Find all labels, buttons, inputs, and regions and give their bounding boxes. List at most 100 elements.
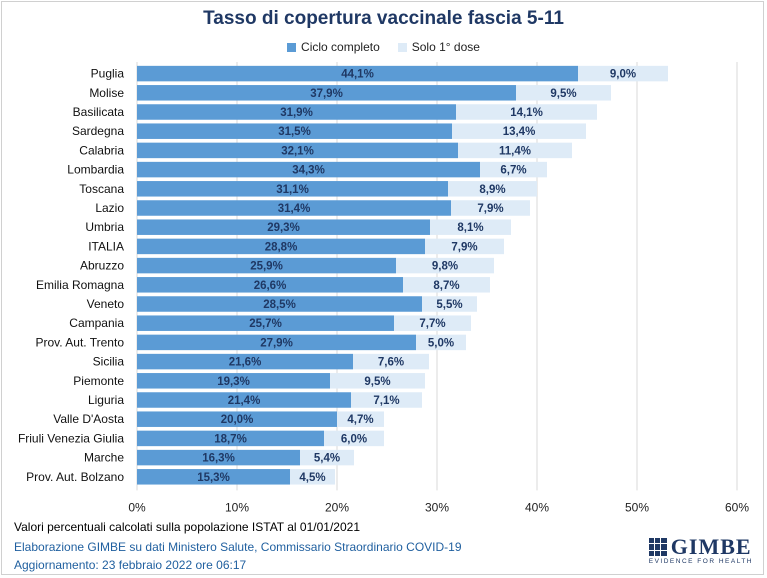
category-label: Campania — [69, 316, 124, 330]
data-label-ciclo-completo: 25,7% — [249, 318, 282, 330]
data-label-solo-prima-dose: 11,4% — [499, 145, 531, 157]
bar-solo-prima-dose — [290, 469, 335, 485]
data-label-solo-prima-dose: 6,7% — [500, 165, 526, 177]
bar-solo-prima-dose — [324, 430, 384, 447]
data-label-ciclo-completo: 34,3% — [292, 165, 325, 177]
bar-ciclo-completo — [137, 296, 422, 312]
category-label: Toscana — [79, 182, 124, 196]
bar-solo-prima-dose — [300, 449, 354, 466]
category-label: Abruzzo — [80, 259, 124, 273]
bar-solo-prima-dose — [425, 238, 504, 255]
x-tick-label: 10% — [225, 500, 249, 514]
chart-legend: Ciclo completo Solo 1° dose — [0, 40, 767, 54]
bar-ciclo-completo — [137, 181, 448, 197]
bar-ciclo-completo — [137, 238, 425, 255]
bar-ciclo-completo — [137, 411, 337, 427]
bar-solo-prima-dose — [480, 161, 547, 178]
footer-source: Elaborazione GIMBE su dati Ministero Sal… — [14, 540, 462, 554]
bar-solo-prima-dose — [448, 181, 537, 197]
data-label-solo-prima-dose: 7,1% — [373, 395, 399, 407]
bar-solo-prima-dose — [394, 315, 471, 331]
bar-chart: 0% 10% 20% 30% 40% 50% 60% Puglia 44,1% 9,0% Molis… — [18, 62, 749, 514]
bar-ciclo-completo — [137, 123, 452, 139]
data-label-ciclo-completo: 32,1% — [281, 145, 314, 157]
bar-ciclo-completo — [137, 257, 396, 274]
data-label-ciclo-completo: 19,3% — [217, 376, 250, 388]
data-label-ciclo-completo: 16,3% — [202, 453, 235, 465]
category-label: Umbria — [85, 220, 124, 234]
category-label: ITALIA — [88, 239, 124, 253]
bar-ciclo-completo — [137, 65, 578, 82]
bar-solo-prima-dose — [351, 392, 422, 408]
data-label-solo-prima-dose: 4,7% — [347, 414, 373, 426]
gimbe-logo-name: GIMBE — [670, 534, 752, 559]
category-label: Prov. Aut. Bolzano — [26, 470, 124, 484]
bar-ciclo-completo — [137, 161, 480, 178]
category-label: Calabria — [79, 143, 124, 157]
bar-ciclo-completo — [137, 469, 290, 485]
data-label-solo-prima-dose: 5,0% — [428, 337, 454, 349]
data-label-solo-prima-dose: 9,5% — [550, 88, 576, 100]
data-label-ciclo-completo: 20,0% — [221, 414, 254, 426]
data-label-ciclo-completo: 44,1% — [341, 69, 374, 81]
data-label-ciclo-completo: 15,3% — [197, 472, 230, 484]
category-label: Prov. Aut. Trento — [36, 335, 125, 349]
x-tick-label: 30% — [425, 500, 449, 514]
x-tick-label: 40% — [525, 500, 549, 514]
category-label: Puglia — [91, 67, 125, 81]
data-label-solo-prima-dose: 6,0% — [341, 433, 367, 445]
bar-solo-prima-dose — [403, 277, 490, 293]
bar-solo-prima-dose — [337, 411, 384, 427]
legend-swatch-ciclo-completo — [287, 42, 297, 52]
x-tick-label: 60% — [725, 500, 749, 514]
x-tick-label: 20% — [325, 500, 349, 514]
gimbe-logo-tagline: EVIDENCE FOR HEALTH — [648, 558, 753, 565]
legend-label-solo-prima-dose: Solo 1° dose — [411, 40, 480, 54]
bar-ciclo-completo — [137, 200, 451, 216]
legend-item-solo-prima-dose: Solo 1° dose — [397, 40, 480, 54]
footer-updated: Aggiornamento: 23 febbraio 2022 ore 06:1… — [14, 558, 247, 572]
bar-ciclo-completo — [137, 315, 394, 331]
data-label-ciclo-completo: 37,9% — [310, 88, 343, 100]
bar-solo-prima-dose — [578, 65, 668, 82]
data-label-ciclo-completo: 31,1% — [276, 184, 309, 196]
bar-ciclo-completo — [137, 142, 458, 159]
data-label-solo-prima-dose: 7,9% — [451, 241, 477, 253]
footer-note: Valori percentuali calcolati sulla popol… — [14, 520, 360, 534]
category-label: Emilia Romagna — [36, 278, 124, 292]
data-label-solo-prima-dose: 9,5% — [364, 376, 390, 388]
data-label-ciclo-completo: 31,4% — [278, 203, 311, 215]
data-label-ciclo-completo: 31,5% — [278, 126, 311, 138]
category-label: Piemonte — [73, 374, 124, 388]
legend-label-ciclo-completo: Ciclo completo — [301, 40, 380, 54]
category-label: Friuli Venezia Giulia — [18, 431, 124, 445]
data-label-ciclo-completo: 25,9% — [250, 261, 283, 273]
data-label-solo-prima-dose: 8,7% — [433, 280, 459, 292]
category-label: Basilicata — [73, 105, 125, 119]
category-label: Valle D'Aosta — [53, 412, 124, 426]
chart-title: Tasso di copertura vaccinale fascia 5-11 — [203, 8, 564, 29]
data-label-solo-prima-dose: 13,4% — [503, 126, 536, 138]
data-label-solo-prima-dose: 5,5% — [436, 299, 462, 311]
data-label-solo-prima-dose: 7,9% — [477, 203, 503, 215]
data-label-solo-prima-dose: 4,5% — [299, 472, 325, 484]
data-label-ciclo-completo: 21,6% — [229, 357, 262, 369]
category-label: Liguria — [88, 393, 124, 407]
data-label-ciclo-completo: 18,7% — [214, 433, 247, 445]
category-label: Lombardia — [67, 163, 124, 177]
gimbe-logo: GIMBE EVIDENCE FOR HEALTH — [648, 534, 753, 565]
bar-solo-prima-dose — [396, 257, 494, 274]
data-label-ciclo-completo: 21,4% — [228, 395, 261, 407]
category-label: Marche — [84, 451, 124, 465]
bar-ciclo-completo — [137, 373, 330, 389]
data-label-solo-prima-dose: 9,0% — [610, 69, 636, 81]
data-label-solo-prima-dose: 5,4% — [314, 453, 340, 465]
legend-swatch-solo-prima-dose — [397, 42, 407, 52]
bar-solo-prima-dose — [353, 353, 429, 370]
bar-ciclo-completo — [137, 219, 430, 235]
gimbe-logo-mark-icon — [648, 538, 667, 556]
data-label-ciclo-completo: 29,3% — [267, 222, 300, 234]
data-label-ciclo-completo: 27,9% — [260, 337, 293, 349]
bar-solo-prima-dose — [422, 296, 477, 312]
data-label-solo-prima-dose: 7,7% — [419, 318, 445, 330]
